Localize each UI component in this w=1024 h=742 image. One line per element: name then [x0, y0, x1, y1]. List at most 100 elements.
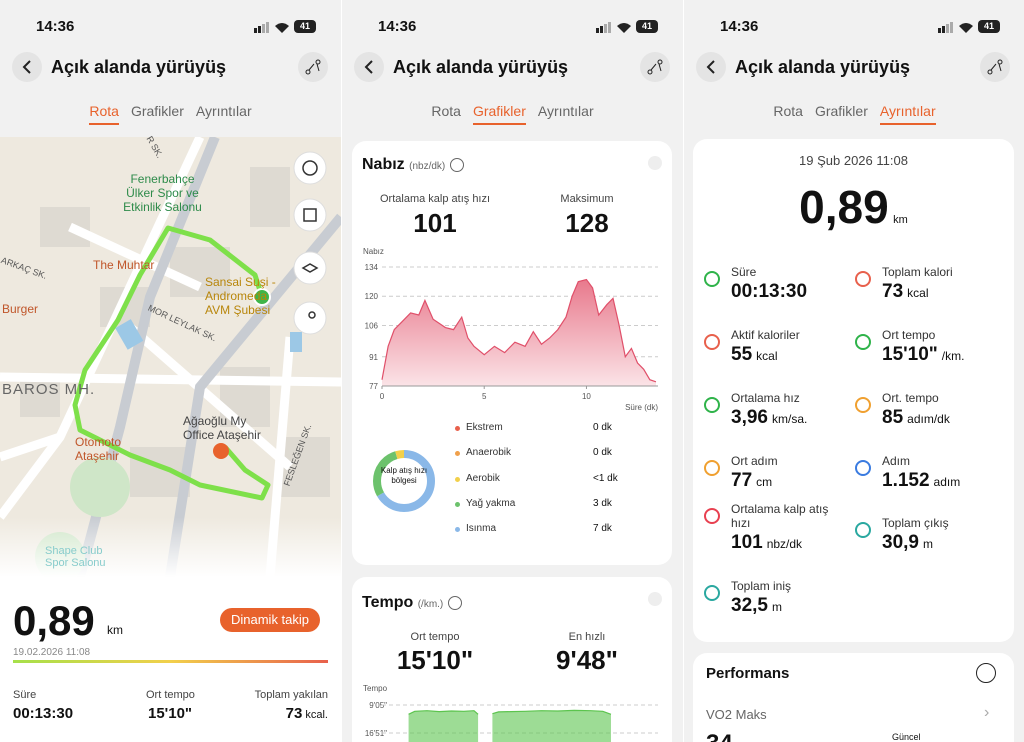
- tab[interactable]: Grafikler: [472, 103, 526, 125]
- tab[interactable]: Rota: [89, 103, 119, 125]
- chevron[interactable]: ›: [984, 704, 990, 721]
- y-tick-label: 134: [365, 263, 379, 272]
- vo2-status: Güncel: [892, 732, 921, 742]
- value: 30,9: [882, 532, 919, 553]
- unit: m: [922, 537, 933, 551]
- expand[interactable]: [648, 592, 662, 606]
- legend-value: 0 dk: [593, 422, 612, 433]
- y-tick-label: 106: [365, 321, 379, 330]
- battery: 41: [636, 20, 658, 33]
- status-icons: [254, 22, 289, 33]
- stat-label: Ort tempo: [410, 631, 460, 643]
- tab[interactable]: Grafikler: [130, 103, 184, 119]
- stat-value: 101: [413, 208, 457, 238]
- metric-icon: [855, 271, 871, 287]
- metric-value: 73 kcal: [882, 281, 928, 303]
- x-tick-label: 5: [482, 392, 487, 401]
- tab[interactable]: Ayrıntılar: [537, 103, 594, 119]
- back-button[interactable]: [12, 52, 42, 82]
- value: 00:13:30: [731, 281, 808, 302]
- tab[interactable]: Rota: [773, 103, 803, 119]
- charts-screen: 14:36 41 Açık alanda yürüyüş Rota Grafikl…: [342, 0, 683, 742]
- back-button[interactable]: [696, 52, 726, 82]
- legend-name: Isınma: [466, 523, 497, 535]
- stat-value: 15'10": [148, 705, 193, 722]
- stat-label: Toplam yakılan: [254, 689, 328, 701]
- map-label: Shape Club Spor Salonu: [45, 545, 106, 569]
- value: 3,96: [731, 407, 768, 428]
- route-button[interactable]: [980, 52, 1010, 82]
- map-label: Ağaoğlu My Office Ataşehir: [183, 414, 261, 442]
- map-label: BAROS MH.: [2, 381, 96, 398]
- metric-label: Adım: [882, 454, 911, 468]
- stat-label: Maksimum: [560, 193, 614, 205]
- y-tick-label: 16'51": [365, 729, 387, 738]
- metric-label: Ortalama kalp atış hızı: [731, 502, 829, 530]
- tab[interactable]: Ayrıntılar: [195, 103, 252, 119]
- line: [381, 278, 657, 383]
- metric-icon: [704, 334, 720, 350]
- stat-label: Süre: [13, 689, 37, 701]
- value: 101: [731, 532, 763, 553]
- date: 19 Şub 2026 11:08: [799, 153, 908, 168]
- info[interactable]: [976, 663, 996, 683]
- metric-icon: [855, 460, 871, 476]
- legend-name: Aerobik: [466, 472, 500, 484]
- metric-value: 1.152 adım: [882, 470, 960, 492]
- legend-value: <1 dk: [593, 472, 618, 484]
- map-label: Fenerbahçe Ülker Spor ve Etkinlik Salonu: [123, 172, 202, 214]
- heart-chart: Nabız 77 91 106 120 134 0 5 10 Süre (dk): [363, 247, 658, 412]
- map-label: Sansai Suşi - Andromeda AVM Şubesi: [205, 275, 276, 317]
- tabs: Rota Grafikler Ayrıntılar: [342, 103, 683, 125]
- follow-button[interactable]: Dinamik takip: [220, 608, 320, 632]
- value: 55: [731, 344, 753, 365]
- tab[interactable]: Grafikler: [814, 103, 868, 119]
- tab[interactable]: Ayrıntılar: [879, 103, 936, 125]
- title: Açık alanda yürüyüş: [51, 57, 227, 77]
- metric-label: Ort. tempo: [882, 391, 939, 405]
- unit: (/km.): [417, 599, 444, 610]
- unit: m: [771, 600, 782, 614]
- route-button[interactable]: [640, 52, 670, 82]
- value: 15'10": [882, 344, 938, 365]
- metric-icon: [704, 508, 720, 524]
- unit: adım/dk: [907, 412, 950, 426]
- legend-dot: [455, 527, 460, 533]
- time: 14:36: [378, 18, 417, 35]
- distance-unit: km: [107, 623, 123, 637]
- metric-label: Toplam çıkış: [882, 516, 949, 530]
- y-tick-label: 9'05": [369, 701, 387, 710]
- area: [492, 710, 611, 742]
- donut-segment: [373, 450, 435, 512]
- expand[interactable]: [648, 156, 662, 170]
- legend-name: Yağ yakma: [466, 497, 516, 509]
- value: 77: [731, 470, 753, 491]
- metric-label: Toplam iniş: [731, 579, 792, 593]
- tempo-chart: Tempo 9'05" 16'51": [363, 684, 658, 742]
- stat-value: 15'10": [396, 645, 474, 675]
- legend-name: Anaerobik: [466, 447, 512, 459]
- legend-value: 0 dk: [593, 447, 612, 459]
- distance: 0,89: [13, 597, 95, 644]
- unit: kcal: [756, 349, 778, 363]
- time: 14:36: [36, 18, 75, 35]
- legend-dot: [455, 426, 460, 431]
- value: 73: [882, 281, 904, 302]
- metric-icon: [855, 397, 871, 413]
- status-icons: [596, 22, 631, 33]
- y-tick-label: 77: [369, 382, 378, 391]
- route-button[interactable]: [298, 52, 328, 82]
- back-button[interactable]: [354, 52, 384, 82]
- title: Açık alanda yürüyüş: [393, 57, 569, 77]
- map: [0, 137, 341, 577]
- stat-label: Ort tempo: [146, 689, 195, 701]
- distance: 0,89 km: [693, 180, 1014, 234]
- stat-label: Ortalama kalp atış hızı: [380, 193, 491, 205]
- metric-value: 101 nbz/dk: [731, 532, 802, 554]
- tab[interactable]: Rota: [431, 103, 461, 119]
- stat-value: 73 kcal.: [286, 705, 328, 722]
- metric-value: 55 kcal: [731, 344, 777, 366]
- metric-value: 30,9 m: [882, 532, 933, 554]
- x-tick-label: 10: [582, 392, 591, 401]
- value: 0,89: [799, 181, 889, 233]
